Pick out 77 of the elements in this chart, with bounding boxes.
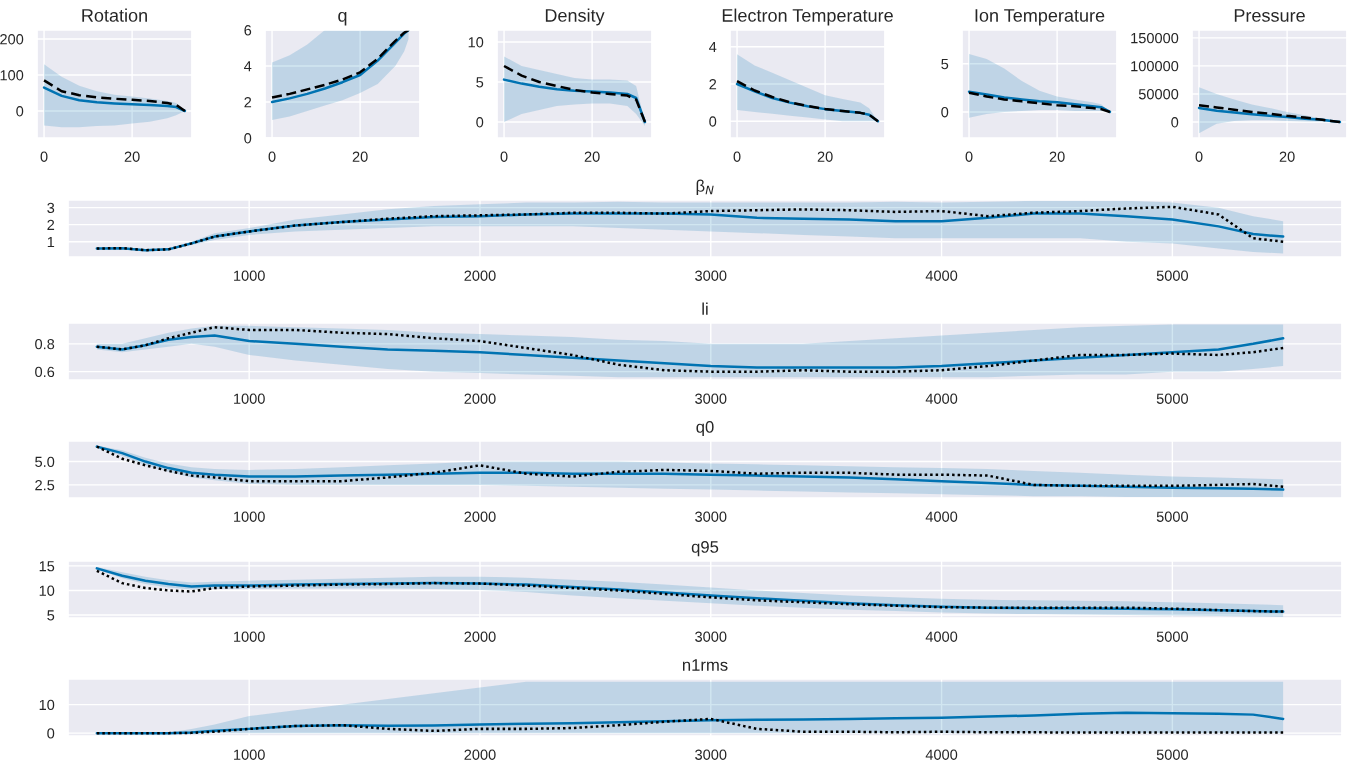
y-tick-label: 2 [709,79,717,90]
x-tick-label: 2000 [464,393,496,404]
x-tick-label: 3000 [695,631,727,642]
chart-title: Pressure [1234,9,1305,22]
y-tick-label: 100 [0,70,24,81]
x-tick-label: 2000 [464,270,496,281]
chart-title: q95 [691,541,719,557]
y-tick-label: 15 [39,561,55,572]
y-tick-label: 5.0 [35,456,55,467]
x-tick-label: 2000 [464,631,496,642]
y-tick-label: 6 [244,25,252,36]
y-tick-label: 50000 [1138,89,1179,100]
y-tick-label: 0 [476,117,484,128]
x-tick-label: 20 [1279,151,1295,162]
y-tick-label: 100000 [1131,61,1179,72]
x-tick-label: 4000 [925,511,958,522]
y-tick-label: 150000 [1131,32,1179,44]
y-tick-label: 2 [47,219,55,230]
y-tick-label: 0 [244,133,252,144]
x-tick-label: 20 [817,151,833,162]
x-tick-label: 1000 [234,511,265,522]
x-tick-label: 4000 [925,749,958,760]
y-tick-label: 10 [39,699,55,711]
x-tick-label: 20 [1049,151,1065,162]
x-tick-label: 1000 [234,270,265,281]
y-tick-label: 0 [709,116,717,127]
y-tick-label: 0.8 [35,338,55,350]
y-tick-label: 4 [244,61,252,72]
y-tick-label: 5 [941,59,949,70]
x-tick-label: 1000 [234,631,265,642]
y-tick-label: 0 [47,728,55,739]
y-tick-label: 0 [1171,117,1179,128]
x-tick-label: 2000 [464,511,496,522]
y-tick-label: 2.5 [35,480,55,491]
y-tick-label: 0.6 [35,366,55,378]
x-tick-label: 0 [733,151,741,162]
x-tick-label: 1000 [234,749,265,760]
x-tick-label: 0 [268,151,276,162]
x-tick-label: 4000 [925,393,958,404]
x-tick-label: 2000 [464,749,496,760]
x-tick-label: 5000 [1156,511,1189,522]
x-tick-label: 4000 [925,631,958,642]
x-tick-label: 5000 [1156,270,1189,281]
x-tick-label: 0 [500,151,508,162]
y-tick-label: 10 [468,37,484,48]
x-tick-label: 3000 [695,749,727,760]
x-tick-label: 5000 [1156,749,1189,760]
chart-title: β$_{N}$ [696,179,714,196]
x-tick-label: 3000 [695,393,727,404]
y-tick-label: 0 [16,106,24,117]
y-tick-label: 200 [0,34,24,45]
y-tick-label: 2 [244,97,252,108]
x-tick-label: 20 [584,151,600,162]
x-tick-label: 4000 [925,270,958,281]
x-tick-label: 5000 [1156,631,1189,642]
y-tick-label: 5 [476,77,484,88]
chart-title: Electron Temperature [722,8,893,26]
x-tick-label: 3000 [695,270,727,281]
chart-title: n1rms [682,659,728,671]
x-tick-label: 3000 [695,511,727,522]
x-tick-label: 0 [1195,151,1203,162]
y-tick-label: 1 [47,236,55,247]
chart-title: Density [545,8,605,26]
x-tick-label: 20 [124,151,140,162]
y-tick-label: 5 [47,610,55,621]
chart-title: q0 [696,421,714,437]
x-tick-label: 20 [352,151,368,162]
x-tick-label: 5000 [1156,393,1189,404]
x-tick-label: 0 [965,151,973,162]
chart-title: Ion Temperature [975,9,1105,26]
y-tick-label: 10 [39,585,55,596]
y-tick-label: 3 [47,202,55,214]
chart-title: q [338,11,347,26]
y-tick-label: 4 [709,42,717,53]
chart-title: Rotation [82,8,147,22]
x-tick-label: 1000 [234,393,265,404]
chart-title: li [702,302,708,315]
